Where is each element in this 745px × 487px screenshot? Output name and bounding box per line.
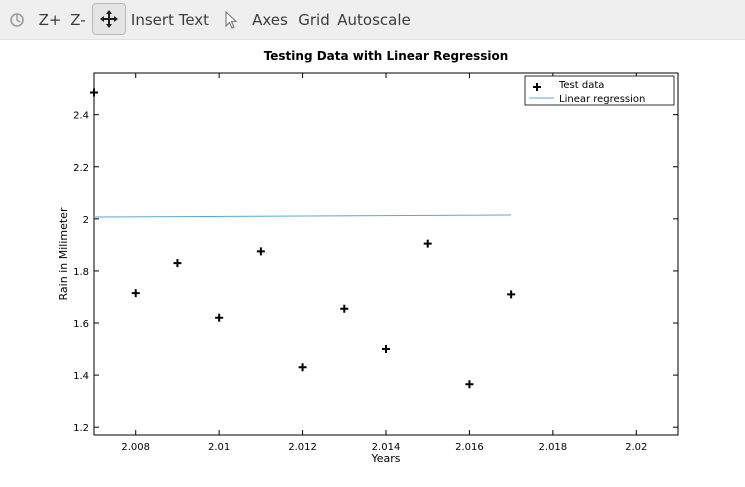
rotate-button[interactable] <box>2 0 32 40</box>
plot-frame <box>93 72 679 436</box>
x-tick-label: 2.02 <box>625 442 647 453</box>
plot-toolbar: Z+ Z- Insert Text Axes Grid Autoscale <box>0 0 745 40</box>
x-tick-label: 2.018 <box>539 442 568 453</box>
chart-area: Testing Data with Linear Regression 1.2 1… <box>0 40 745 483</box>
plot-series <box>90 88 516 389</box>
chart-title: Testing Data with Linear Regression <box>264 49 509 63</box>
pointer-icon <box>225 11 238 29</box>
legend-label-test-data: Test data <box>558 80 604 91</box>
regression-line <box>93 214 512 218</box>
y-tick-label: 2 <box>83 215 89 226</box>
x-tick-label: 2.014 <box>372 442 401 453</box>
x-axis-label: Years <box>370 452 400 465</box>
y-tick-label: 1.6 <box>73 319 89 330</box>
data-point <box>90 88 98 97</box>
data-point <box>382 345 390 354</box>
data-point <box>215 313 224 322</box>
select-button[interactable] <box>220 0 242 40</box>
zoom-in-button[interactable]: Z+ <box>38 11 62 29</box>
autoscale-button[interactable]: Autoscale <box>337 11 411 29</box>
data-point <box>340 304 349 313</box>
pan-move-icon <box>100 10 118 28</box>
x-tick-label: 2.01 <box>208 442 230 453</box>
axes-button[interactable]: Axes <box>252 11 288 29</box>
x-tick-label: 2.016 <box>455 442 484 453</box>
data-point <box>173 259 182 268</box>
y-tick-label: 1.4 <box>73 371 89 382</box>
data-point <box>131 289 140 298</box>
y-tick-label: 1.8 <box>73 267 89 278</box>
data-point <box>298 363 307 372</box>
legend-box <box>524 75 675 106</box>
legend-marker-test-data <box>533 83 541 91</box>
x-tick-label: 2.008 <box>121 442 150 453</box>
zoom-out-button[interactable]: Z- <box>70 11 86 29</box>
scatter-chart: Testing Data with Linear Regression 1.21… <box>57 49 679 465</box>
insert-text-button[interactable]: Insert Text <box>130 11 210 29</box>
y-axis: 1.2 1.4 1.6 1.8 2 2.2 2.4 <box>73 111 678 434</box>
legend: Test data Linear regression <box>524 75 675 106</box>
data-point <box>256 247 265 256</box>
legend-label-linear-regression: Linear regression <box>559 94 645 105</box>
y-tick-label: 1.2 <box>73 423 89 434</box>
data-point <box>423 239 432 248</box>
x-axis: 2.008 2.01 2.012 2.014 2.016 2.018 2.02 <box>121 73 647 453</box>
data-point <box>507 290 516 299</box>
x-tick-label: 2.012 <box>288 442 317 453</box>
data-point <box>465 380 474 389</box>
grid-button[interactable]: Grid <box>298 11 330 29</box>
y-axis-label: Rain in Milimeter <box>57 207 70 300</box>
y-tick-label: 2.2 <box>73 163 89 174</box>
pan-button[interactable] <box>92 3 126 35</box>
y-tick-label: 2.4 <box>73 111 89 122</box>
rotate-icon <box>10 13 24 27</box>
